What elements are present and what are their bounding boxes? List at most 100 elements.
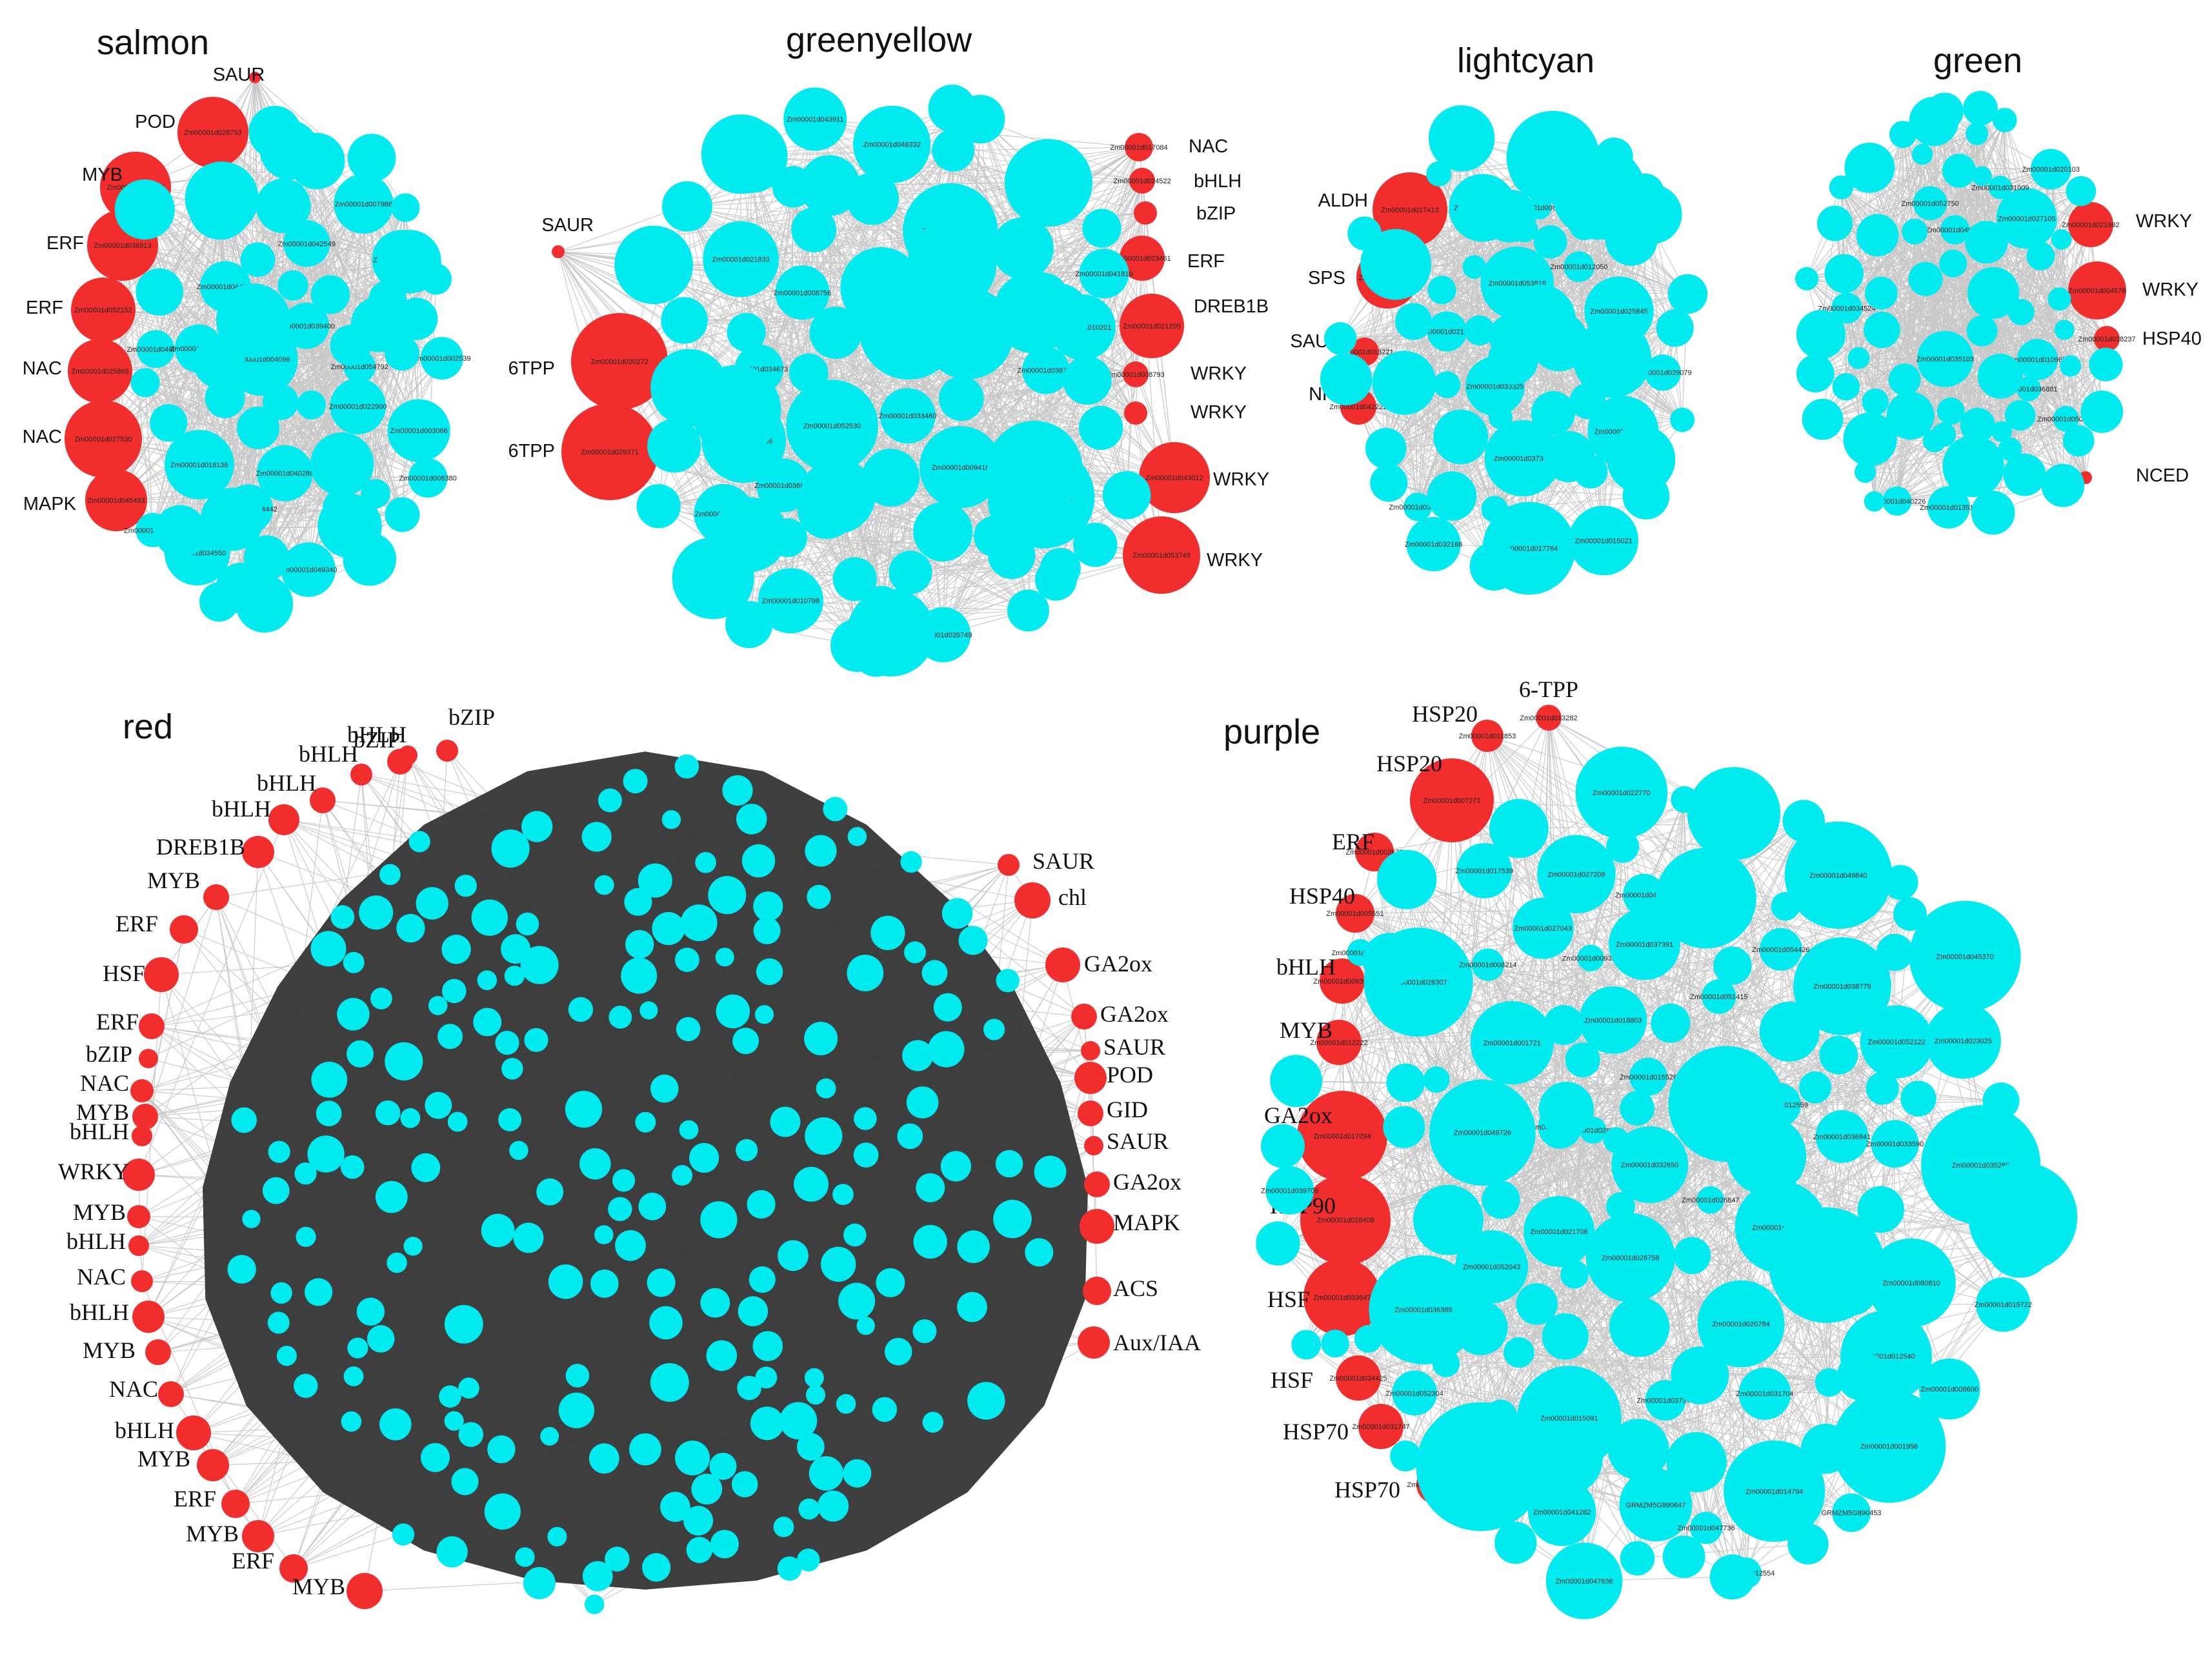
- hub-node: [571, 313, 668, 410]
- gene-node: [701, 114, 781, 194]
- node-id-label: Zm00001d033590: [1866, 1141, 1924, 1148]
- gene-node: [524, 1028, 548, 1052]
- gene-node: [2066, 176, 2096, 207]
- gene-node: [736, 804, 767, 835]
- node-id-label: Zm00001d047636: [1555, 1577, 1613, 1585]
- node-id-label: Zm00001d027208: [1547, 871, 1605, 878]
- hub-gene-label: SPS: [1308, 268, 1345, 289]
- hub-gene-label: HSP40: [1289, 883, 1355, 909]
- node-id-label: Zm00001d049726: [1454, 1130, 1511, 1137]
- gene-node: [277, 270, 308, 301]
- gene-node: [565, 1091, 603, 1128]
- gene-node: [296, 1226, 316, 1247]
- node-id-label: Zm00001d002673: [1345, 849, 1403, 857]
- gene-node: [359, 895, 394, 930]
- gene-node: [1324, 322, 1357, 355]
- node-id-label: Zm00001d010965: [2009, 356, 2066, 364]
- gene-node: [889, 551, 932, 594]
- gene-node: [231, 1107, 257, 1133]
- node-id-label: Zm00001d008793: [1107, 371, 1164, 379]
- gene-node: [347, 134, 396, 182]
- hub-gene-label: HSP40: [2142, 329, 2202, 349]
- hub-node: [68, 339, 132, 403]
- gene-node: [1426, 161, 1452, 187]
- hub-node: [1471, 720, 1503, 752]
- gene-node: [1533, 225, 1567, 259]
- hub-node: [170, 915, 198, 944]
- gene-node: [356, 1297, 385, 1326]
- node-id-label: Zm00001d018136: [170, 461, 228, 469]
- gene-node: [2004, 400, 2036, 431]
- gene-node: [1585, 1213, 1675, 1303]
- node-id-label: Zm00001d009418: [932, 464, 989, 472]
- hub-gene-label: DREB1B: [156, 834, 245, 860]
- node-id-label: Zm00001d031747: [1352, 1423, 1409, 1431]
- node-id-label: Zm00001d017413: [1381, 207, 1438, 214]
- hub-gene-label: MYB: [137, 1446, 190, 1472]
- gene-node: [237, 406, 280, 449]
- node-id-label: Zm00001d035103: [1916, 356, 1974, 363]
- gene-node: [1793, 937, 1891, 1035]
- gene-node: [816, 1078, 836, 1099]
- node-id-label: Zm00001d015526: [1620, 1073, 1677, 1081]
- gene-node: [995, 1150, 1023, 1178]
- gene-node: [635, 1111, 656, 1133]
- node-id-label: Zm00001d026847: [1682, 1197, 1739, 1204]
- gene-node: [579, 1148, 611, 1180]
- gene-node: [880, 388, 936, 444]
- hub-gene-label: ERF: [46, 233, 84, 254]
- hub-gene-label: chl: [1058, 884, 1087, 910]
- gene-node: [661, 297, 708, 344]
- gene-node: [1433, 409, 1489, 465]
- gene-node: [1836, 1351, 1887, 1401]
- hub-node: [132, 1126, 152, 1146]
- gene-node: [1843, 412, 1897, 467]
- gene-node: [451, 1468, 479, 1496]
- hub-node: [347, 1573, 383, 1609]
- gene-node: [1423, 1066, 1450, 1093]
- hub-node: [130, 1079, 154, 1102]
- gene-node: [504, 966, 525, 986]
- gene-node: [375, 1181, 408, 1213]
- node-id-label: Zm00001d036823: [754, 482, 812, 490]
- gene-node: [1847, 347, 1870, 369]
- gene-node: [1369, 1255, 1478, 1364]
- gene-node: [750, 1406, 784, 1441]
- node-id-label: Zm00001d015722: [1975, 1301, 2032, 1309]
- gene-node: [612, 1169, 636, 1192]
- gene-node: [2089, 347, 2123, 381]
- gene-node: [1291, 1330, 1322, 1360]
- hub-node: [1074, 1062, 1107, 1094]
- gene-node: [1577, 944, 1604, 972]
- gene-node: [872, 1397, 898, 1423]
- hub-gene-label: NAC: [23, 358, 62, 379]
- gene-node: [1913, 186, 1947, 221]
- hub-gene-label: ERF: [96, 1009, 139, 1035]
- gene-node: [647, 419, 701, 473]
- gene-node: [1432, 1350, 1460, 1377]
- hub-gene-label: MYB: [76, 1099, 129, 1125]
- gene-node: [897, 1123, 923, 1150]
- gene-node: [515, 1547, 535, 1567]
- gene-node: [391, 193, 420, 222]
- node-id-label: Zm00001d007986: [335, 201, 392, 208]
- gene-node: [311, 1061, 348, 1098]
- gene-node: [1940, 215, 1970, 245]
- gene-node: [2026, 241, 2055, 270]
- gene-node: [922, 1412, 944, 1433]
- hub-node: [85, 469, 147, 531]
- node-id-label: Zm00001d021561: [1418, 329, 1476, 336]
- gene-node: [1796, 310, 1845, 360]
- gene-node: [1893, 897, 1927, 931]
- hub-node: [1080, 1209, 1114, 1244]
- node-id-label: Zm00001d010798: [762, 598, 819, 605]
- hub-gene-label: WRKY: [2136, 211, 2192, 232]
- node-id-label: Zm00001d042549: [278, 240, 336, 248]
- gene-node: [276, 1346, 297, 1366]
- gene-node: [594, 875, 614, 895]
- gene-node: [267, 1312, 290, 1334]
- module-title-red: red: [123, 707, 173, 746]
- node-id-label: Zm00001d035280: [1952, 1162, 2009, 1170]
- module-title-salmon: salmon: [97, 23, 209, 62]
- gene-node: [738, 1296, 769, 1326]
